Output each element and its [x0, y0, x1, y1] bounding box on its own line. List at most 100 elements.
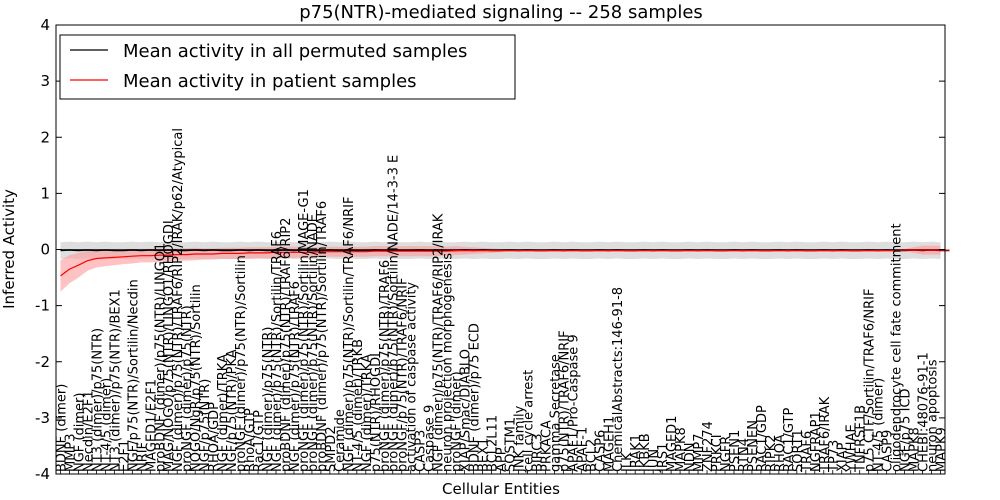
- y-tick-label: 3: [40, 72, 50, 90]
- x-tick-label: p75(NTR)/TRAF6/NRIF: [557, 330, 572, 472]
- x-tick-label: CASP3: [414, 430, 429, 472]
- x-tick-label: gamma Secretase: [548, 354, 563, 472]
- x-tick-label: RTN4: [737, 438, 752, 472]
- x-tick-label: NT3 (dimer)/p75(NTR): [90, 328, 105, 472]
- x-tick-label: TNFRSF1B: [854, 405, 869, 473]
- y-tick-label: 4: [40, 16, 50, 34]
- x-tick-label: PSEN1: [728, 430, 743, 472]
- x-tick-label: NGF (dimer)/TRKA: [360, 354, 375, 472]
- x-tick-label: RIPK2: [764, 434, 779, 472]
- x-tick-label: NT3 (dimer)/p75(NTR)/BEX1: [108, 289, 123, 472]
- x-tick-label: CHEBI:48076-91-1: [917, 352, 932, 472]
- x-tick-label: BIRC3: [530, 434, 545, 473]
- x-tick-label: IKBKB: [638, 433, 653, 472]
- x-tick-label: MAG/NOGO/p75(NTR)/LINGO1/RHOGDI: [162, 220, 177, 472]
- x-tick-label: SMPD2: [324, 426, 339, 472]
- x-axis-label: Cellular Entities: [442, 480, 560, 498]
- x-tick-label: BEX1: [477, 438, 492, 472]
- x-tick-label: RhoA/GTP: [243, 408, 258, 472]
- x-tick-label: NGFR: [719, 436, 734, 472]
- x-tick-label: oligodendrocyte cell fate commitment: [890, 223, 905, 472]
- x-tick-label: p75 CTF/Sortilin/TRAF6/NRIF: [863, 289, 878, 472]
- x-tick-label: ChemicalAbstracts:146-91-8: [611, 287, 626, 472]
- x-tick-label: neuron projection morphogenesis: [441, 253, 456, 472]
- x-tick-label: SORT1: [791, 429, 806, 472]
- x-tick-label: NGFRAP1: [809, 411, 824, 472]
- x-tick-label: proNGF (dimer)/p75(NTR)/Sortilin/MAGE-G1: [297, 189, 312, 472]
- x-tick-label: proNGF/p75(NTR)/TRAF6/NRIF: [396, 278, 411, 472]
- x-tick-label: APP: [495, 447, 510, 472]
- x-tick-label: NGF (dimer)/p75(NTR)/TRAF6/RIP2/IRAK: [432, 213, 447, 472]
- x-tick-label: proNGF (dimer)/p75(NTR)/TRAF6: [378, 260, 393, 472]
- x-tick-label: ILK: [620, 452, 635, 472]
- x-tick-label: BCL2: [584, 439, 599, 472]
- x-tick-label: TRAF6/IRAK: [818, 396, 833, 473]
- x-tick-label: TP73: [827, 440, 842, 473]
- x-tick-label: TRAF6: [800, 431, 815, 473]
- x-tick-label: proBDNF (dimer)/p75(NTR)/TRAF6/RIP2: [279, 218, 294, 472]
- x-tick-label: JNK family: [513, 405, 528, 473]
- x-tick-label: NOGO/NgR/p75(NTR)/Sortilin: [189, 284, 204, 472]
- y-tick-label: 1: [40, 184, 50, 202]
- x-tick-label: XIAP/Smac/DIABLO: [459, 349, 474, 472]
- x-tick-label: NGF/p75(NTR): [198, 379, 213, 472]
- x-tick-label: MMP3: [64, 433, 79, 472]
- x-tick-label: APAF-1: [575, 427, 590, 472]
- x-tick-label: CASP9: [881, 430, 896, 472]
- x-tick-label: NGF (dimer)/p75(NTR)/TRAF6/RIP2/IRAK/p62…: [171, 128, 186, 472]
- x-tick-label: NT-4/5 (dimer): [99, 378, 114, 472]
- x-tick-label: cell cycle arrest: [521, 370, 536, 472]
- x-tick-label: proBDNF (dimer)/p75(NTR)/Sortilin/TRAF6: [315, 201, 330, 472]
- x-tick-label: SQSTM1: [504, 418, 519, 472]
- x-tick-label: NGF (dimer)/p75(NTR)/TRAF6: [288, 281, 303, 472]
- x-tick-label: IRS1: [656, 443, 671, 472]
- x-tick-label: MAGED1: [665, 416, 680, 472]
- x-tick-label: p75(NTR)/RHOGDI: [369, 353, 384, 472]
- x-tick-label: MAPK8: [908, 427, 923, 472]
- x-tick-label: NGF/p75(NTR)/PKA: [225, 349, 240, 472]
- legend-box: [59, 34, 516, 100]
- x-tick-label: CASP6: [593, 430, 608, 472]
- x-tick-label: activation of caspase activity: [405, 282, 420, 472]
- x-tick-label: NT-4/5 (dimer): [872, 378, 887, 472]
- x-tick-label: Ceramide: [333, 409, 348, 472]
- y-tick-label: -4: [35, 465, 50, 483]
- x-tick-label: E2F1: [117, 440, 132, 472]
- x-tick-label: NGF/p75 ICD: [899, 388, 914, 472]
- series-line-patient: [60, 249, 950, 277]
- legend: Mean activity in all permuted samples Me…: [59, 34, 516, 100]
- y-tick-label: 2: [40, 128, 50, 146]
- x-tick-label: IRAK1: [629, 434, 644, 472]
- x-tick-label: MAPK9: [935, 427, 950, 472]
- x-tick-label: Rac1/GTP: [252, 410, 267, 472]
- x-tick-label: proNGF (dimer)/p75(NTR)/Sortilin/NADE/14…: [387, 155, 402, 472]
- chart-title: p75(NTR)-mediated signaling -- 258 sampl…: [299, 2, 703, 23]
- x-tick-label: proNGF (dimer)/p75(NTR)/Sortilin/NADE: [306, 214, 321, 472]
- y-tick-label: -3: [35, 409, 50, 427]
- x-tick-label: MAGEH1: [602, 416, 617, 472]
- x-tick-label: RAC1/GDP: [755, 405, 770, 472]
- x-tick-label: BDNF (dimer): [55, 384, 70, 472]
- x-tick-label: MAGED1/E2F1: [144, 379, 159, 472]
- x-tick-label: NGF/p75(NTR)/Sortilin/Necdin: [126, 279, 141, 472]
- x-tick-label: YWHAE: [845, 424, 860, 473]
- x-tick-label: BCL2L11: [486, 415, 501, 472]
- x-tick-label: RHOA/GDP: [207, 402, 222, 472]
- x-tick-label: proBDNF (dimer)/p75(NTR)/LINGO1: [153, 243, 168, 472]
- x-tick-label: BDNF (dimer)/p75 ECD: [468, 323, 483, 472]
- x-tick-label: PRKACA: [539, 420, 554, 472]
- x-tick-label: NGF (dimer): [72, 393, 87, 472]
- x-tick-label: APAF1/Pro-Caspase 9: [566, 334, 581, 472]
- x-tick-label: NDN: [683, 443, 698, 472]
- x-tick-label: NRIF: [135, 442, 150, 472]
- y-tick-label: -2: [35, 353, 50, 371]
- x-tick-label: XIAP: [836, 442, 851, 472]
- x-tick-label: NGF (dimer)/TRKA: [216, 354, 231, 472]
- x-tick-label: MAPK8: [674, 427, 689, 472]
- x-tick-label: ZNF274: [701, 421, 716, 472]
- legend-label-permuted: Mean activity in all permuted samples: [123, 41, 467, 62]
- y-axis-label: Inferred Activity: [0, 189, 18, 309]
- x-tick-label: proNGF (dimer)/p75(NTR)/Sortilin: [234, 255, 249, 472]
